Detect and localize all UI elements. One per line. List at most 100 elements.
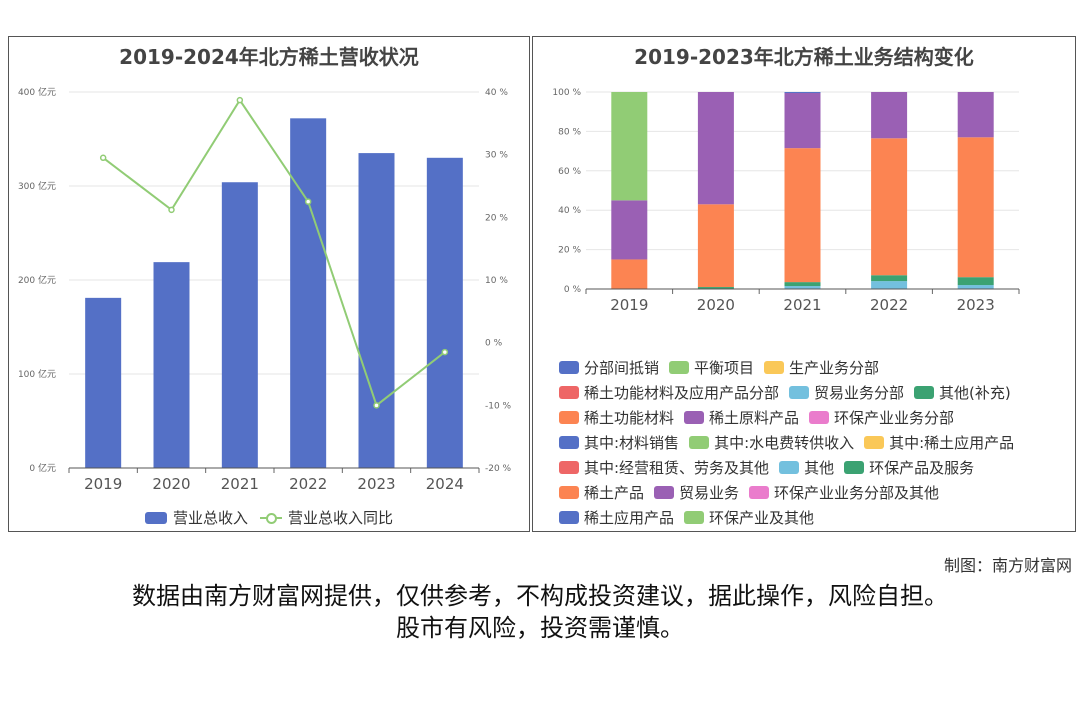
legend-item[interactable]: 贸易业务 — [654, 482, 739, 503]
stacked-bar-segment — [697, 287, 734, 289]
legend-label: 其中:材料销售 — [584, 434, 680, 452]
legend-item[interactable]: 平衡项目 — [669, 357, 754, 378]
y-tick-label: 40 % — [558, 206, 581, 216]
legend-item[interactable]: 其中:水电费转供收入 — [689, 432, 854, 453]
legend-swatch — [779, 461, 800, 474]
legend-item[interactable]: 其他 — [779, 457, 834, 478]
legend-item-revenue[interactable]: 营业总收入 — [144, 507, 248, 528]
legend-label: 其中:水电费转供收入 — [714, 434, 855, 452]
legend-label: 贸易业务 — [679, 484, 740, 502]
revenue-chart-plot: 0 亿元 100 亿元 200 亿元 300 亿元 400 亿元 -20 % -10 % 0 … — [18, 86, 512, 493]
legend-item-revenue-yoy[interactable]: 营业总收入同比 — [260, 507, 393, 528]
legend-swatch — [914, 386, 935, 399]
legend-swatch — [559, 486, 579, 499]
legend-swatch — [669, 361, 690, 374]
legend-row: 分部间抵销 平衡项目 生产业务分部 — [559, 355, 1069, 380]
legend-label: 稀土功能材料及应用产品分部 — [584, 384, 780, 402]
y-left-tick-label: 400 亿元 — [18, 86, 56, 98]
disclaimer-line-2: 股市有风险，投资需谨慎。 — [396, 614, 684, 642]
stacked-bar-segment — [611, 92, 648, 201]
legend-label: 分部间抵销 — [584, 359, 660, 377]
legend-item[interactable]: 其他(补充) — [914, 382, 1011, 403]
revenue-yoy-point — [99, 154, 107, 162]
y-tick-label: 60 % — [558, 167, 581, 177]
disclaimer: 数据由南方财富网提供，仅供参考，不构成投资建议，据此操作，风险自担。 股市有风险… — [0, 580, 1080, 644]
stacked-bar-segment — [871, 138, 908, 276]
legend-label: 其他(补充) — [939, 384, 1011, 402]
legend-label: 生产业务分部 — [789, 359, 880, 377]
stacked-bar-segment — [784, 148, 821, 283]
stacked-bar-segment — [611, 259, 648, 289]
y-right-tick-label: -20 % — [485, 464, 512, 474]
legend-row: 其中:材料销售 其中:水电费转供收入 其中:稀土应用产品 — [559, 430, 1069, 455]
stacked-bar-segment — [697, 92, 734, 205]
x-tick-label: 2022 — [289, 475, 327, 493]
stacked-bar-segment — [871, 281, 908, 289]
legend-item[interactable]: 其中:稀土应用产品 — [864, 432, 1014, 453]
legend-item[interactable]: 其中:经营租赁、劳务及其他 — [559, 457, 769, 478]
legend-item[interactable]: 环保产业业务分部 — [809, 407, 954, 428]
legend-label: 平衡项目 — [694, 359, 755, 377]
legend-label-revenue: 营业总收入 — [172, 509, 248, 527]
legend-row: 稀土产品 贸易业务 环保产业业务分部及其他 — [559, 480, 1069, 505]
legend-swatch — [654, 486, 675, 499]
legend-item[interactable]: 其中:材料销售 — [559, 432, 679, 453]
legend-label: 稀土应用产品 — [584, 509, 675, 527]
business-structure-chart-panel: 2019-2023年北方稀土业务结构变化 0 % 20 % 40 % 60 % 80 %… — [532, 36, 1076, 532]
revenue-yoy-point — [373, 402, 380, 409]
revenue-chart-panel: 2019-2024年北方稀土营收状况 0 亿元 100 亿元 200 亿元 300 亿… — [8, 36, 530, 532]
stacked-bar-segment — [957, 92, 994, 138]
legend-item[interactable]: 分部间抵销 — [559, 357, 659, 378]
legend-item[interactable]: 生产业务分部 — [764, 357, 879, 378]
revenue-bar — [358, 153, 395, 468]
legend-swatch — [559, 511, 579, 524]
legend-item[interactable]: 稀土应用产品 — [559, 507, 674, 528]
x-tick-label: 2020 — [697, 296, 735, 314]
legend-swatch — [764, 361, 785, 374]
x-tick-label: 2023 — [957, 296, 995, 314]
legend-label: 环保产品及服务 — [869, 459, 975, 477]
stacked-bar-segment — [697, 204, 734, 288]
x-tick-label: 2019 — [610, 296, 648, 314]
x-tick-label: 2021 — [221, 475, 259, 493]
x-tick-label: 2020 — [152, 475, 190, 493]
stacked-bar-segment — [611, 200, 648, 260]
x-tick-label: 2021 — [783, 296, 821, 314]
x-tick-label: 2019 — [84, 475, 122, 493]
legend-item[interactable]: 稀土功能材料及应用产品分部 — [559, 382, 779, 403]
business-structure-chart-title: 2019-2023年北方稀土业务结构变化 — [634, 45, 974, 69]
legend-swatch — [809, 411, 830, 424]
revenue-bar — [426, 157, 463, 469]
legend-item[interactable]: 稀土原料产品 — [684, 407, 799, 428]
legend-row: 稀土功能材料及应用产品分部 贸易业务分部 其他(补充) — [559, 380, 1069, 405]
business-structure-legend: 分部间抵销 平衡项目 生产业务分部 稀土功能材料及应用产品分部 贸易业务分部 其他(补充)… — [559, 355, 1069, 530]
legend-label: 其他 — [804, 459, 835, 477]
stacked-bar-segment — [784, 282, 821, 287]
y-left-tick-label: 200 亿元 — [18, 274, 56, 286]
legend-swatch — [684, 511, 705, 524]
legend-item[interactable]: 环保产业业务分部及其他 — [749, 482, 939, 503]
y-right-tick-label: 20 % — [485, 213, 508, 223]
legend-item[interactable]: 贸易业务分部 — [789, 382, 904, 403]
stacked-bar-segment — [784, 92, 821, 149]
stacked-bar-segment — [871, 275, 908, 282]
y-left-tick-label: 300 亿元 — [18, 180, 56, 192]
stacked-bar-segment — [957, 277, 994, 286]
legend-item[interactable]: 环保产业及其他 — [684, 507, 814, 528]
disclaimer-line-1: 数据由南方财富网提供，仅供参考，不构成投资建议，据此操作，风险自担。 — [132, 582, 948, 610]
revenue-bar — [85, 297, 122, 468]
legend-label: 环保产业及其他 — [709, 509, 815, 527]
legend-item[interactable]: 环保产品及服务 — [844, 457, 974, 478]
legend-item[interactable]: 稀土产品 — [559, 482, 644, 503]
legend-label: 稀土原料产品 — [709, 409, 800, 427]
legend-label: 贸易业务分部 — [814, 384, 905, 402]
legend-swatch-revenue-yoy — [260, 512, 282, 524]
y-left-tick-label: 0 亿元 — [29, 462, 56, 474]
y-left-tick-label: 100 亿元 — [18, 368, 56, 380]
stacked-bar-segment — [784, 286, 821, 289]
business-structure-chart-plot: 0 % 20 % 40 % 60 % 80 % 100 % 2019 2020 2021 2022… — [552, 88, 1020, 314]
x-tick-label: 2023 — [357, 475, 395, 493]
legend-swatch — [844, 461, 865, 474]
revenue-yoy-point — [441, 348, 449, 356]
legend-item[interactable]: 稀土功能材料 — [559, 407, 674, 428]
